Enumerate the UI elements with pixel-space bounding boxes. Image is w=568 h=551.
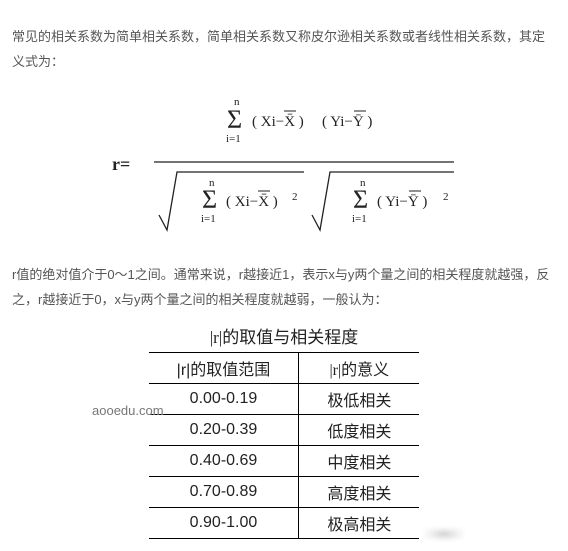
correlation-table: |r|的取值范围 |r|的意义 0.00-0.19 极低相关 0.20-0.39… xyxy=(149,352,420,539)
table-row: 0.70-0.89 高度相关 xyxy=(149,476,420,507)
range-cell: 0.00-0.19 xyxy=(149,383,299,414)
dl-sum-lower: i=1 xyxy=(201,213,216,225)
dr-expr: ( Yi−Ȳ ) xyxy=(377,194,427,210)
svg-text:Σ: Σ xyxy=(353,185,368,214)
meaning-cell: 低度相关 xyxy=(299,414,420,445)
svg-text:Σ: Σ xyxy=(202,185,217,214)
meaning-cell: 高度相关 xyxy=(299,476,420,507)
table-header-range: |r|的取值范围 xyxy=(149,352,299,383)
range-cell: 0.90-1.00 xyxy=(149,507,299,538)
formula-lhs: r= xyxy=(112,154,130,174)
meaning-cell: 极低相关 xyxy=(299,383,420,414)
table-row: 0.00-0.19 极低相关 xyxy=(149,383,420,414)
table-header-row: |r|的取值范围 |r|的意义 xyxy=(149,352,420,383)
dr-sum-lower: i=1 xyxy=(352,213,367,225)
dl-expr: ( Xi−X̄ ) xyxy=(226,194,278,210)
range-cell: 0.20-0.39 xyxy=(149,414,299,445)
explain-paragraph: r值的绝对值介于0～1之间。通常来说，r越接近1，表示x与y两个量之间的相关程度… xyxy=(12,263,556,312)
intro-paragraph: 常见的相关系数为简单相关系数，简单相关系数又称皮尔逊相关系数或者线性相关系数，其… xyxy=(12,25,556,74)
image-smudge xyxy=(424,527,464,541)
dr-power: 2 xyxy=(443,191,449,203)
table-title: |r|的取值与相关程度 xyxy=(12,323,556,348)
num-sum-lower: i=1 xyxy=(226,133,241,145)
num-expr-left: ( Xi−X̄ ) xyxy=(252,114,304,130)
table-row: 0.40-0.69 中度相关 xyxy=(149,445,420,476)
range-cell: 0.70-0.89 xyxy=(149,476,299,507)
table-row: 0.20-0.39 低度相关 xyxy=(149,414,420,445)
num-expr-right: ( Yi−Ȳ ) xyxy=(322,114,372,130)
formula-block: .f { font-family: "Times New Roman", Sim… xyxy=(12,90,556,245)
meaning-cell: 极高相关 xyxy=(299,507,420,538)
dl-power: 2 xyxy=(292,191,298,203)
table-row: 0.90-1.00 极高相关 xyxy=(149,507,420,538)
meaning-cell: 中度相关 xyxy=(299,445,420,476)
table-header-meaning: |r|的意义 xyxy=(299,352,420,383)
svg-text:Σ: Σ xyxy=(227,105,242,134)
range-cell: 0.40-0.69 xyxy=(149,445,299,476)
pearson-formula-svg: .f { font-family: "Times New Roman", Sim… xyxy=(104,90,464,240)
